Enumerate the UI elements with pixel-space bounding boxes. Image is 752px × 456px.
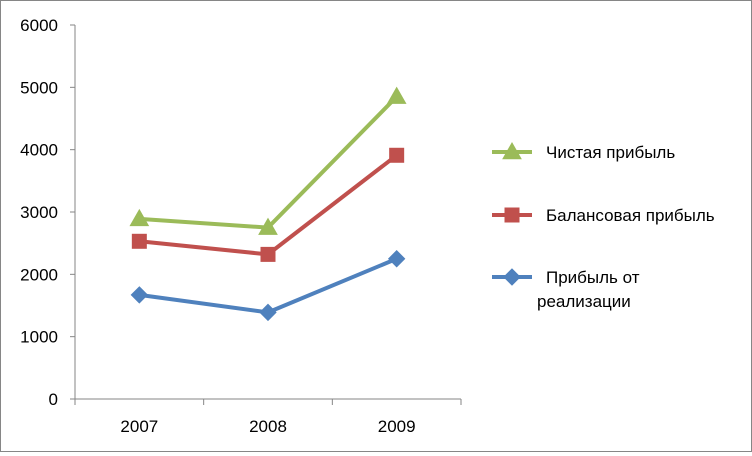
y-tick-label: 3000 bbox=[20, 203, 58, 222]
data-point-triangle bbox=[129, 208, 150, 227]
y-tick-label: 1000 bbox=[20, 328, 58, 347]
series-line-2 bbox=[139, 153, 398, 257]
legend-label: Прибыль от bbox=[546, 268, 640, 287]
x-tick-label: 2007 bbox=[120, 417, 158, 436]
y-tick-label: 2000 bbox=[20, 265, 58, 284]
y-tick-label: 4000 bbox=[20, 141, 58, 160]
data-point-square bbox=[389, 147, 405, 163]
legend-marker-triangle bbox=[502, 141, 522, 160]
data-point-diamond bbox=[130, 286, 149, 304]
legend-marker-diamond bbox=[503, 268, 521, 286]
series-line-1 bbox=[139, 95, 399, 230]
legend-label: Балансовая прибыль bbox=[546, 206, 715, 225]
data-point-square bbox=[260, 246, 276, 262]
data-point-diamond bbox=[387, 250, 406, 268]
data-point-diamond bbox=[259, 303, 277, 322]
data-point-square bbox=[131, 233, 147, 249]
y-tick-label: 0 bbox=[49, 390, 58, 409]
y-tick-label: 5000 bbox=[20, 78, 58, 97]
x-tick-label: 2008 bbox=[249, 417, 287, 436]
legend-marker-square bbox=[504, 207, 520, 223]
x-tick-label: 2009 bbox=[378, 417, 416, 436]
legend-label: реализации bbox=[537, 292, 631, 311]
data-point-triangle bbox=[386, 86, 407, 104]
y-tick-label: 6000 bbox=[20, 16, 58, 35]
legend-label: Чистая прибыль bbox=[546, 143, 675, 162]
data-point-triangle bbox=[258, 217, 278, 235]
